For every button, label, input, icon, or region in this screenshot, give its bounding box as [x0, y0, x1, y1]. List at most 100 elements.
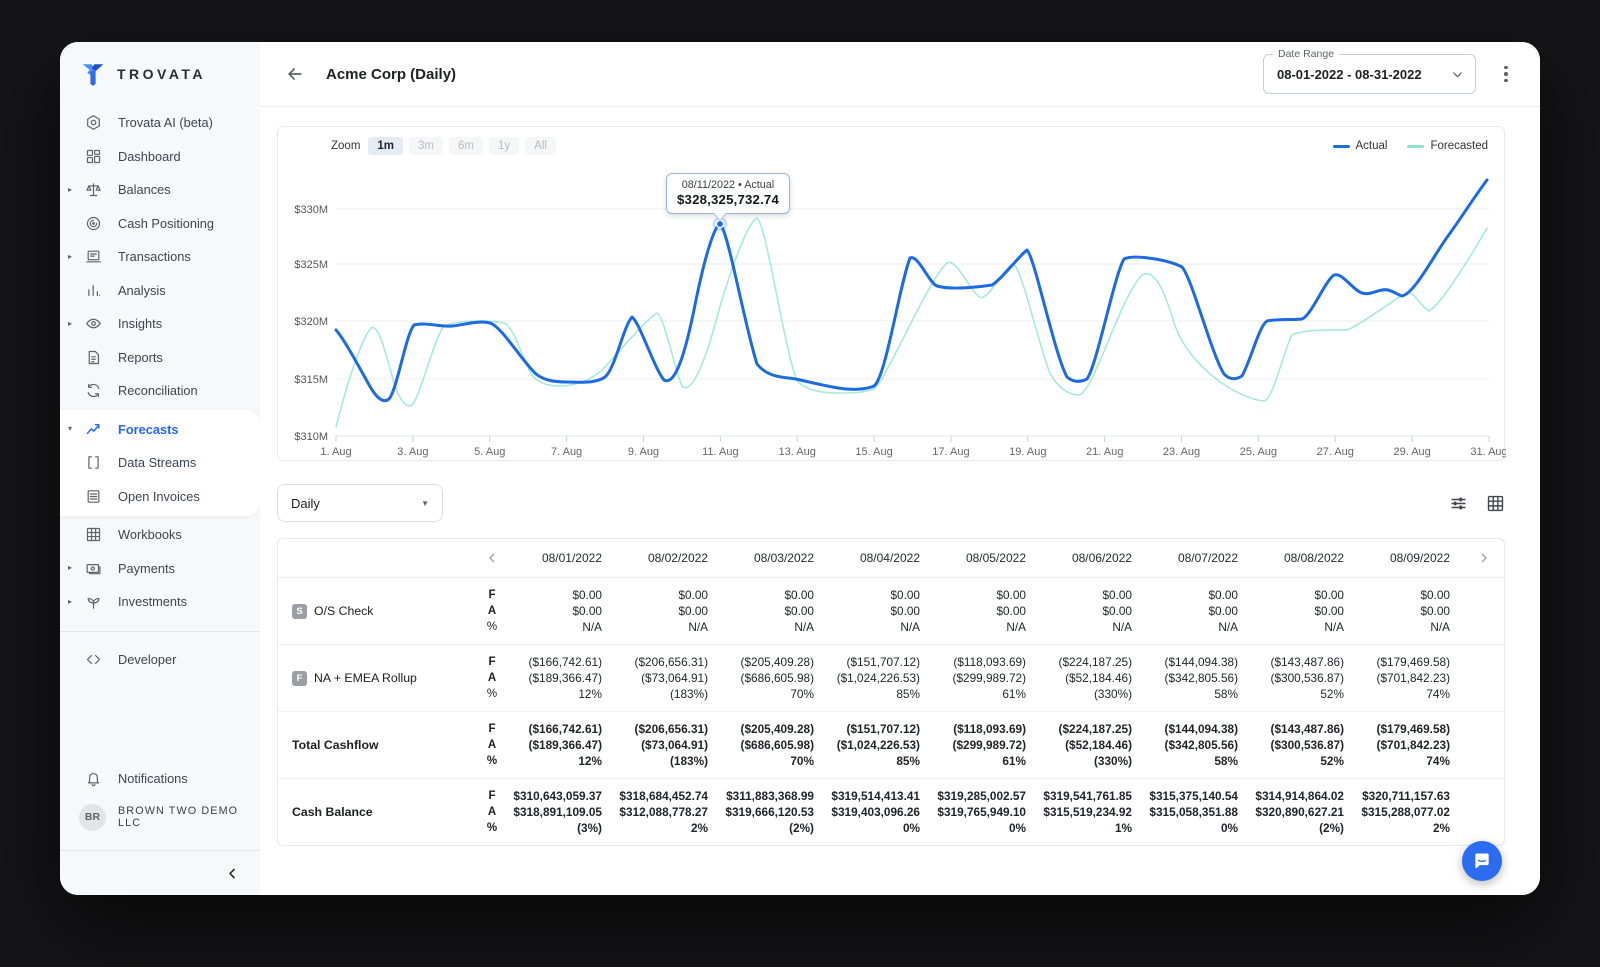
sidebar-item-notifications[interactable]: Notifications: [60, 760, 260, 796]
sidebar-collapse-row: [60, 850, 260, 895]
cell-total-cashflow-08-04-2022[interactable]: ($151,707.12) ($1,024,226.53) 85%: [828, 721, 934, 769]
actual-value: $0.00: [1314, 604, 1344, 618]
forecast-value: ($179,469.58): [1376, 655, 1450, 669]
back-arrow-icon[interactable]: [284, 63, 306, 85]
cell-o-s-check-08-04-2022[interactable]: $0.00 $0.00 N/A: [828, 587, 934, 635]
cell-o-s-check-08-02-2022[interactable]: $0.00 $0.00 N/A: [616, 587, 722, 635]
column-header-08-05-2022: 08/05/2022: [965, 551, 1026, 565]
cell-o-s-check-08-09-2022[interactable]: $0.00 $0.00 N/A: [1358, 587, 1464, 635]
zoom-button-1m[interactable]: 1m: [368, 137, 404, 155]
collapse-chevron-icon[interactable]: [225, 866, 240, 881]
sidebar-item-forecasts[interactable]: ▾ Forecasts: [60, 413, 260, 447]
sidebar-item-transactions[interactable]: ▸ Transactions: [60, 240, 260, 274]
actual-value: $0.00: [784, 604, 814, 618]
sidebar-item-cash-positioning[interactable]: Cash Positioning: [60, 207, 260, 241]
cell-na-emea-rollup-08-02-2022[interactable]: ($206,656.31) ($73,064.91) (183%): [616, 654, 722, 702]
cell-cash-balance-08-01-2022[interactable]: $310,643,059.37 $318,891,109.05 (3%): [510, 788, 616, 836]
cell-total-cashflow-08-09-2022[interactable]: ($179,469.58) ($701,842.23) 74%: [1358, 721, 1464, 769]
cell-na-emea-rollup-08-04-2022[interactable]: ($151,707.12) ($1,024,226.53) 85%: [828, 654, 934, 702]
sidebar-item-investments[interactable]: ▸ Investments: [60, 585, 260, 619]
caret-right-icon[interactable]: ▸: [68, 251, 73, 261]
date-range-field[interactable]: Date Range 08-01-2022 - 08-31-2022: [1263, 48, 1476, 94]
cell-cash-balance-08-02-2022[interactable]: $318,684,452.74 $312,088,778.27 2%: [616, 788, 722, 836]
variance-pct: N/A: [1324, 620, 1344, 634]
cell-o-s-check-08-03-2022[interactable]: $0.00 $0.00 N/A: [722, 587, 828, 635]
chart-tooltip: 08/11/2022 • Actual $328,325,732.74: [666, 173, 791, 221]
cell-total-cashflow-08-02-2022[interactable]: ($206,656.31) ($73,064.91) (183%): [616, 721, 722, 769]
caret-right-icon[interactable]: ▸: [68, 184, 73, 194]
kebab-menu-icon[interactable]: [1496, 60, 1516, 88]
zoom-button-6m[interactable]: 6m: [449, 137, 483, 155]
caret-right-icon[interactable]: ▸: [68, 596, 73, 606]
balances-icon: [84, 181, 102, 199]
sidebar-item-balances[interactable]: ▸ Balances: [60, 173, 260, 207]
actual-value: ($686,605.98): [740, 671, 814, 685]
zoom-button-1y[interactable]: 1y: [489, 137, 520, 155]
filter-sliders-icon[interactable]: [1448, 493, 1468, 513]
sidebar-item-analysis[interactable]: Analysis: [60, 274, 260, 308]
cell-na-emea-rollup-08-03-2022[interactable]: ($205,409.28) ($686,605.98) 70%: [722, 654, 828, 702]
cell-na-emea-rollup-08-01-2022[interactable]: ($166,742.61) ($189,366.47) 12%: [510, 654, 616, 702]
tooltip-marker-dot: [715, 219, 725, 229]
chat-launcher-button[interactable]: [1462, 841, 1502, 881]
caret-right-icon[interactable]: ▸: [68, 563, 73, 573]
cell-o-s-check-08-05-2022[interactable]: $0.00 $0.00 N/A: [934, 587, 1040, 635]
cell-cash-balance-08-08-2022[interactable]: $314,914,864.02 $320,890,627.21 (2%): [1252, 788, 1358, 836]
cell-na-emea-rollup-08-05-2022[interactable]: ($118,093.69) ($299,989.72) 61%: [934, 654, 1040, 702]
sidebar-item-trovata-ai-beta[interactable]: Trovata AI (beta): [60, 106, 260, 140]
cell-total-cashflow-08-06-2022[interactable]: ($224,187.25) ($52,184.46) (330%): [1040, 721, 1146, 769]
cell-na-emea-rollup-08-09-2022[interactable]: ($179,469.58) ($701,842.23) 74%: [1358, 654, 1464, 702]
sidebar-item-open-invoices[interactable]: Open Invoices: [60, 480, 260, 514]
actual-value: $0.00: [678, 604, 708, 618]
column-header-08-08-2022: 08/08/2022: [1283, 551, 1344, 565]
legend-item-forecasted[interactable]: Forecasted: [1407, 140, 1488, 152]
cell-total-cashflow-08-01-2022[interactable]: ($166,742.61) ($189,366.47) 12%: [510, 721, 616, 769]
sidebar-item-payments[interactable]: ▸ Payments: [60, 552, 260, 586]
table-row-na-emea-rollup: F NA + EMEA Rollup F A% ($166,742.61) ($189,3…: [278, 644, 1504, 711]
zoom-label: Zoom: [331, 140, 361, 152]
prev-dates-button[interactable]: [474, 551, 510, 565]
cell-total-cashflow-08-08-2022[interactable]: ($143,487.86) ($300,536.87) 52%: [1252, 721, 1358, 769]
cell-total-cashflow-08-07-2022[interactable]: ($144,094.38) ($342,805.56) 58%: [1146, 721, 1252, 769]
cell-total-cashflow-08-03-2022[interactable]: ($205,409.28) ($686,605.98) 70%: [722, 721, 828, 769]
account-row[interactable]: BR BROWN TWO DEMO LLC: [60, 796, 260, 838]
legend-item-actual[interactable]: Actual: [1332, 140, 1387, 152]
next-dates-button[interactable]: [1464, 551, 1504, 565]
cell-cash-balance-08-06-2022[interactable]: $319,541,761.85 $315,519,234.92 1%: [1040, 788, 1146, 836]
cell-na-emea-rollup-08-06-2022[interactable]: ($224,187.25) ($52,184.46) (330%): [1040, 654, 1146, 702]
grid-view-icon[interactable]: [1485, 493, 1505, 513]
variance-pct: 58%: [1214, 754, 1238, 768]
caret-down-icon[interactable]: ▾: [68, 424, 73, 434]
sidebar-item-dashboard[interactable]: Dashboard: [60, 140, 260, 174]
actual-line-swatch-icon: [1332, 144, 1350, 148]
variance-pct: 0%: [1220, 821, 1238, 835]
cell-cash-balance-08-07-2022[interactable]: $315,375,140.54 $315,058,351.88 0%: [1146, 788, 1252, 836]
sidebar-item-reports[interactable]: Reports: [60, 341, 260, 375]
sidebar-item-developer[interactable]: Developer: [60, 643, 260, 677]
sidebar-item-reconciliation[interactable]: Reconciliation: [60, 374, 260, 408]
period-select[interactable]: Daily ▼: [277, 484, 443, 522]
sidebar-item-data-streams[interactable]: Data Streams: [60, 446, 260, 480]
cell-total-cashflow-08-05-2022[interactable]: ($118,093.69) ($299,989.72) 61%: [934, 721, 1040, 769]
cell-cash-balance-08-05-2022[interactable]: $319,285,002.57 $319,765,949.10 0%: [934, 788, 1040, 836]
zoom-button-3m[interactable]: 3m: [409, 137, 444, 155]
actual-value: ($1,024,226.53): [836, 738, 920, 752]
zoom-button-all[interactable]: All: [525, 137, 556, 155]
actual-value: $0.00: [996, 604, 1026, 618]
actual-value: $0.00: [1102, 604, 1132, 618]
sidebar-item-insights[interactable]: ▸ Insights: [60, 307, 260, 341]
cell-o-s-check-08-06-2022[interactable]: $0.00 $0.00 N/A: [1040, 587, 1146, 635]
forecast-value: $319,285,002.57: [937, 789, 1026, 803]
sidebar-item-workbooks[interactable]: Workbooks: [60, 518, 260, 552]
line-chart[interactable]: $330M $325M $320M $315M $310M 1. Aug 3. Aug 5.…: [278, 127, 1506, 462]
cell-na-emea-rollup-08-07-2022[interactable]: ($144,094.38) ($342,805.56) 58%: [1146, 654, 1252, 702]
content-area: Zoom 1m 3m 6m 1y All Actual Forecasted $33: [260, 107, 1540, 846]
cell-cash-balance-08-09-2022[interactable]: $320,711,157.63 $315,288,077.02 2%: [1358, 788, 1464, 836]
cell-cash-balance-08-04-2022[interactable]: $319,514,413.41 $319,403,096.26 0%: [828, 788, 934, 836]
cell-o-s-check-08-07-2022[interactable]: $0.00 $0.00 N/A: [1146, 587, 1252, 635]
cell-o-s-check-08-01-2022[interactable]: $0.00 $0.00 N/A: [510, 587, 616, 635]
cell-o-s-check-08-08-2022[interactable]: $0.00 $0.00 N/A: [1252, 587, 1358, 635]
cell-cash-balance-08-03-2022[interactable]: $311,883,368.99 $319,666,120.53 (2%): [722, 788, 828, 836]
caret-right-icon[interactable]: ▸: [68, 318, 73, 328]
cell-na-emea-rollup-08-08-2022[interactable]: ($143,487.86) ($300,536.87) 52%: [1252, 654, 1358, 702]
